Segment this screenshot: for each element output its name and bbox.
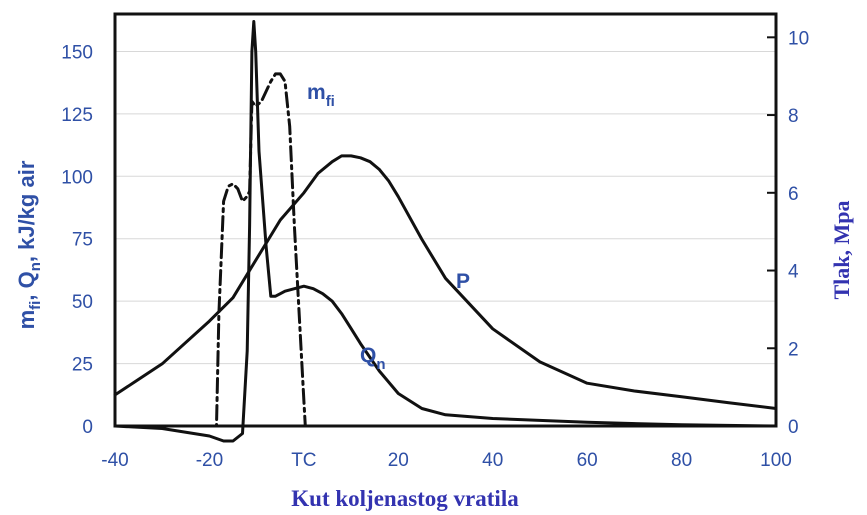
series-label-mfi: mfi: [307, 81, 335, 110]
x-tick-label: 80: [671, 450, 692, 471]
series-label-qn: Qn: [360, 344, 386, 373]
series-line-mfi: [113, 72, 315, 428]
y-right-tick-label: 6: [788, 184, 799, 205]
y-right-tick-label: 0: [788, 417, 799, 438]
y-right-tick-label: 8: [788, 106, 799, 127]
series-label-main: Q: [360, 344, 376, 367]
x-tick-label: TC: [291, 450, 316, 471]
y-left-tick-label: 150: [61, 42, 93, 63]
y-left-tick-label: 75: [72, 230, 93, 251]
x-tick-label: -20: [196, 450, 223, 471]
y-left-tick-label: 25: [72, 355, 93, 376]
series-label-sub: fi: [326, 93, 335, 110]
y-axis-right-label: Tlak, Mpa: [829, 200, 854, 299]
y-left-label-part-4: , kJ/kg air: [14, 160, 39, 262]
y-left-tick-label: 100: [61, 167, 93, 188]
y-left-label-part-1: fi: [27, 301, 44, 310]
series-line-qn: [113, 20, 778, 443]
series-line-p: [113, 154, 778, 410]
series-label-p: P: [456, 270, 470, 293]
series-label-main: P: [456, 270, 470, 293]
y-right-tick-label: 4: [788, 262, 799, 283]
x-tick-label: 60: [577, 450, 598, 471]
x-axis-label: Kut koljenastog vratila: [291, 486, 519, 511]
y-left-label-part-3: n: [27, 262, 44, 271]
ticks-layer: 0 25 50 75 100 125 150 0 2 4 6 8 10 -40 -20 TC 20 40 60 80 1…: [61, 28, 809, 471]
x-tick-label: 20: [388, 450, 409, 471]
x-tick-label: 40: [482, 450, 503, 471]
y-left-tick-label: 0: [82, 417, 93, 438]
series-label-main: m: [307, 81, 326, 104]
grid-lines: [115, 50, 776, 365]
series-layer: [113, 20, 778, 443]
x-tick-label: -40: [101, 450, 128, 471]
y-left-label-part-0: m: [14, 310, 39, 330]
x-tick-label: 100: [760, 450, 792, 471]
plot-frame: [113, 12, 778, 428]
series-label-sub: n: [376, 356, 385, 373]
y-right-tick-label: 2: [788, 339, 799, 360]
y-left-tick-label: 125: [61, 105, 93, 126]
y-left-tick-label: 50: [72, 292, 93, 313]
y-axis-left-label: mfi, Qn, kJ/kg air: [14, 160, 44, 329]
y-right-tick-label: 10: [788, 28, 809, 49]
y-left-label-part-2: , Q: [14, 271, 39, 300]
